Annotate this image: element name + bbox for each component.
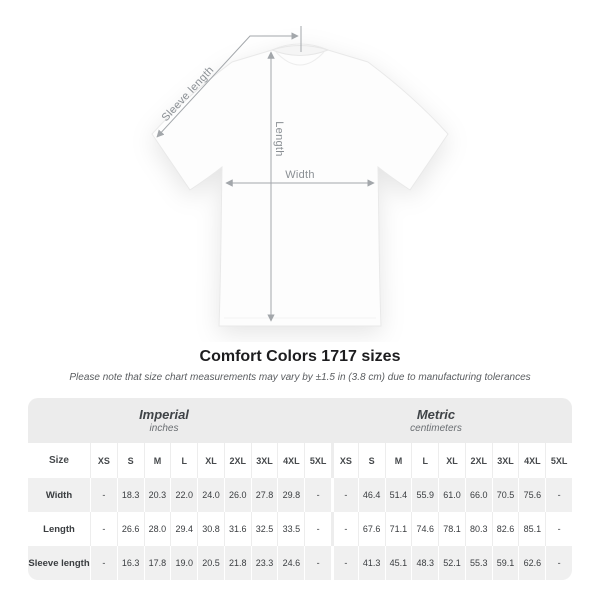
value-cell: 82.6 xyxy=(491,512,519,546)
value-cell: 78.1 xyxy=(438,512,465,546)
size-header-cell: L xyxy=(411,443,438,478)
size-header-cell: XL xyxy=(438,443,465,478)
value-cell: 26.0 xyxy=(223,478,251,512)
length-label: Length xyxy=(273,121,285,157)
value-cell: - xyxy=(331,546,358,580)
value-cell: 31.6 xyxy=(223,512,251,546)
value-cell: 19.0 xyxy=(170,546,197,580)
tshirt-measurement-diagram: Sleeve length Length Width xyxy=(151,26,449,327)
size-header-cell: S xyxy=(357,443,385,478)
row-label: Width xyxy=(45,489,73,501)
value-cell: - xyxy=(545,478,572,512)
imperial-sublabel: inches xyxy=(149,422,179,434)
value-cell: 46.4 xyxy=(357,478,385,512)
value-cell: 55.3 xyxy=(464,546,492,580)
imperial-label: Imperial xyxy=(139,406,189,422)
value-cell: - xyxy=(545,546,572,580)
value-cell: - xyxy=(545,512,572,546)
size-header-cell: 4XL xyxy=(277,443,304,478)
value-cell: 74.6 xyxy=(411,512,438,546)
row-label: Sleeve length xyxy=(28,557,90,569)
size-header-cell: XS xyxy=(90,443,117,478)
value-cell: 24.0 xyxy=(197,478,224,512)
value-cell: 71.1 xyxy=(384,512,412,546)
size-header-cell: 3XL xyxy=(250,443,278,478)
size-header-cell: 4XL xyxy=(518,443,545,478)
value-cell: 52.1 xyxy=(438,546,465,580)
value-cell: - xyxy=(304,478,331,512)
value-cell: 29.4 xyxy=(170,512,197,546)
value-cell: 22.0 xyxy=(170,478,197,512)
value-cell: 17.8 xyxy=(143,546,171,580)
unit-band: Imperial inches Metric centimeters xyxy=(28,398,572,443)
size-header-cell: 3XL xyxy=(491,443,519,478)
size-header-cell: 5XL xyxy=(545,443,572,478)
value-cell: 32.5 xyxy=(250,512,278,546)
size-header-cell: 5XL xyxy=(304,443,331,478)
value-cell: 59.1 xyxy=(491,546,519,580)
tshirt-diagram-svg xyxy=(151,26,449,327)
value-cell: - xyxy=(304,512,331,546)
metric-sublabel: centimeters xyxy=(410,422,462,434)
size-header-row: Size XS S M L XL 2XL 3XL 4XL 5XL XS S M L XL 2XL 3XL 4XL 5… xyxy=(28,443,572,478)
value-cell: 33.5 xyxy=(277,512,304,546)
size-header-cell: L xyxy=(170,443,197,478)
width-label: Width xyxy=(285,169,315,181)
size-chart-table: Imperial inches Metric centimeters Size X… xyxy=(28,398,572,580)
value-cell: - xyxy=(90,546,117,580)
value-cell: 70.5 xyxy=(491,478,519,512)
value-cell: 75.6 xyxy=(518,478,545,512)
size-header-cell: 2XL xyxy=(223,443,251,478)
value-cell: 85.1 xyxy=(518,512,545,546)
value-cell: 61.0 xyxy=(438,478,465,512)
value-cell: - xyxy=(304,546,331,580)
value-cell: 66.0 xyxy=(464,478,492,512)
metric-unit-group: Metric centimeters xyxy=(300,398,572,443)
value-cell: 29.8 xyxy=(277,478,304,512)
value-cell: 62.6 xyxy=(518,546,545,580)
value-cell: 48.3 xyxy=(411,546,438,580)
value-cell: 21.8 xyxy=(223,546,251,580)
value-cell: - xyxy=(331,478,358,512)
value-cell: 80.3 xyxy=(464,512,492,546)
size-header-cell: M xyxy=(143,443,171,478)
table-body: Size XS S M L XL 2XL 3XL 4XL 5XL XS S M L XL 2XL 3XL 4XL 5… xyxy=(28,443,572,580)
sleeve-dimension-line xyxy=(156,32,299,138)
value-cell: - xyxy=(90,512,117,546)
table-row: Width -18.3 20.3 22.0 24.0 26.0 27.8 29.8- -46.4… xyxy=(28,478,572,512)
table-row: Sleeve length -16.3 17.8 19.0 20.5 21.8 23.3 24… xyxy=(28,546,572,580)
value-cell: 27.8 xyxy=(250,478,278,512)
tolerance-note: Please note that size chart measurements… xyxy=(69,372,531,383)
value-cell: 20.5 xyxy=(197,546,224,580)
metric-label: Metric xyxy=(416,406,456,422)
row-label: Size xyxy=(48,455,69,466)
value-cell: 41.3 xyxy=(357,546,385,580)
value-cell: 30.8 xyxy=(197,512,224,546)
value-cell: - xyxy=(331,512,358,546)
dimension-lines xyxy=(156,26,375,322)
page-title: Comfort Colors 1717 sizes xyxy=(199,348,401,365)
value-cell: 55.9 xyxy=(411,478,438,512)
value-cell: 16.3 xyxy=(116,546,144,580)
table-row: Length -26.6 28.0 29.4 30.8 31.6 32.5 33.5- -67.… xyxy=(28,512,572,546)
size-header-cell: XS xyxy=(331,443,358,478)
value-cell: 67.6 xyxy=(357,512,385,546)
value-cell: - xyxy=(90,478,117,512)
row-label: Length xyxy=(43,523,75,535)
value-cell: 18.3 xyxy=(116,478,144,512)
size-header-cell: S xyxy=(116,443,144,478)
value-cell: 24.6 xyxy=(277,546,304,580)
size-header-cell: M xyxy=(384,443,412,478)
size-header-cell: 2XL xyxy=(464,443,492,478)
value-cell: 26.6 xyxy=(116,512,144,546)
value-cell: 20.3 xyxy=(143,478,171,512)
imperial-unit-group: Imperial inches xyxy=(28,398,300,443)
value-cell: 51.4 xyxy=(384,478,412,512)
value-cell: 23.3 xyxy=(250,546,278,580)
value-cell: 45.1 xyxy=(384,546,412,580)
size-header-cell: XL xyxy=(197,443,224,478)
value-cell: 28.0 xyxy=(143,512,171,546)
